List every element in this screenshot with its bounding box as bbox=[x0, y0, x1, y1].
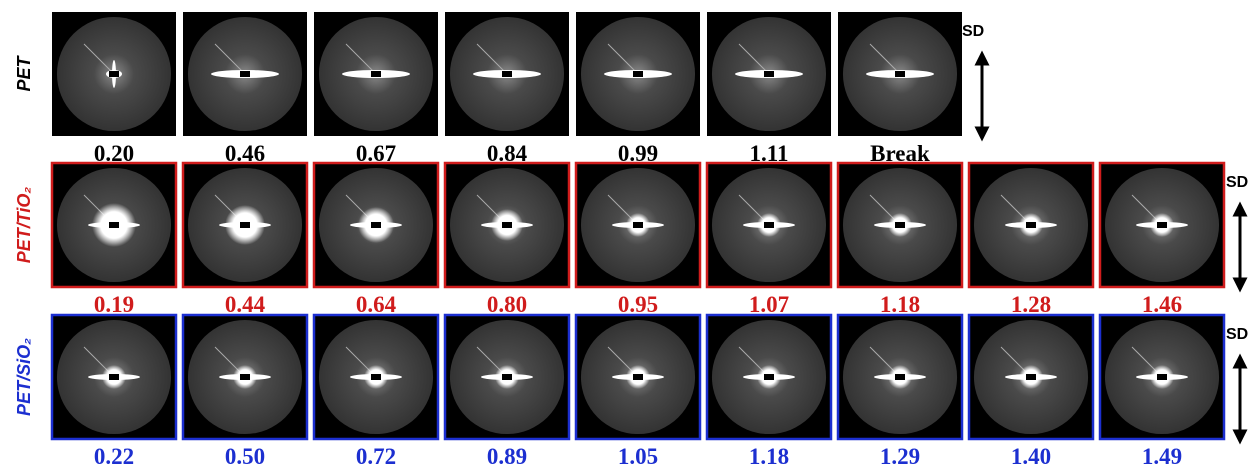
panel-value: 1.28 bbox=[1011, 292, 1051, 317]
panel-value: 0.80 bbox=[487, 292, 527, 317]
pattern-panel bbox=[1100, 163, 1224, 287]
beamstop bbox=[764, 222, 774, 228]
direction-label: SD bbox=[962, 23, 984, 40]
panel-value: 0.72 bbox=[356, 444, 396, 469]
pattern-panel bbox=[445, 315, 569, 439]
panel-value: 1.05 bbox=[618, 444, 658, 469]
pattern-panel bbox=[576, 12, 700, 136]
beamstop bbox=[109, 222, 119, 228]
pattern-panel bbox=[52, 163, 176, 287]
beamstop bbox=[240, 374, 250, 380]
pattern-panel bbox=[969, 315, 1093, 439]
beamstop bbox=[502, 222, 512, 228]
pattern-panel bbox=[838, 315, 962, 439]
beamstop bbox=[371, 71, 381, 77]
pattern-panel bbox=[707, 12, 831, 136]
panel-value: 1.18 bbox=[749, 444, 789, 469]
panel-value: 0.89 bbox=[487, 444, 527, 469]
pattern-panel bbox=[183, 12, 307, 136]
beamstop bbox=[1157, 222, 1167, 228]
panel-value: 1.49 bbox=[1142, 444, 1182, 469]
beamstop bbox=[764, 374, 774, 380]
panel-value: 0.95 bbox=[618, 292, 658, 317]
beamstop bbox=[764, 71, 774, 77]
beamstop bbox=[1026, 374, 1036, 380]
row-label: PET/TiO₂ bbox=[14, 187, 34, 264]
direction-label: SD bbox=[1226, 326, 1248, 343]
beamstop bbox=[633, 222, 643, 228]
panel-value: 1.18 bbox=[880, 292, 920, 317]
pattern-panel bbox=[576, 315, 700, 439]
panel-value: 0.22 bbox=[94, 444, 134, 469]
pattern-panel bbox=[183, 315, 307, 439]
page: {"rows": [ {"label": "PET", "color": "#0… bbox=[0, 0, 1259, 470]
beamstop bbox=[1026, 222, 1036, 228]
panel-value: 1.07 bbox=[749, 292, 789, 317]
panel-value: 0.44 bbox=[225, 292, 266, 317]
pattern-panel bbox=[183, 163, 307, 287]
pattern-panel bbox=[1100, 315, 1224, 439]
beamstop bbox=[895, 71, 905, 77]
panel-value: 0.50 bbox=[225, 444, 265, 469]
row: PET/TiO₂ 0.19 0.44 0.64 0.80 0.95 1.07 1.18 1.28… bbox=[14, 163, 1248, 317]
row: PET/SiO₂ 0.22 0.50 0.72 0.89 1.05 1.18 1.29 1.40… bbox=[14, 315, 1248, 469]
beamstop bbox=[633, 374, 643, 380]
beamstop bbox=[109, 71, 119, 77]
direction-label: SD bbox=[1226, 174, 1248, 191]
panel-value: 1.29 bbox=[880, 444, 920, 469]
panel-value: 0.64 bbox=[356, 292, 397, 317]
panel-value: 0.19 bbox=[94, 292, 134, 317]
beamstop bbox=[895, 374, 905, 380]
beamstop bbox=[240, 222, 250, 228]
pattern-panel bbox=[314, 315, 438, 439]
pattern-panel bbox=[707, 163, 831, 287]
pattern-panel bbox=[838, 163, 962, 287]
pattern-panel bbox=[838, 12, 962, 136]
beamstop bbox=[109, 374, 119, 380]
panel-value: 1.46 bbox=[1142, 292, 1182, 317]
pattern-panel bbox=[314, 163, 438, 287]
beamstop bbox=[240, 71, 250, 77]
beamstop bbox=[371, 222, 381, 228]
panel-value: 1.40 bbox=[1011, 444, 1051, 469]
beamstop bbox=[502, 71, 512, 77]
row-label: PET/SiO₂ bbox=[14, 338, 34, 416]
pattern-panel bbox=[445, 12, 569, 136]
pattern-panel bbox=[52, 315, 176, 439]
pattern-panel bbox=[314, 12, 438, 136]
beamstop bbox=[633, 71, 643, 77]
pattern-panel bbox=[969, 163, 1093, 287]
beamstop bbox=[1157, 374, 1167, 380]
beamstop bbox=[502, 374, 512, 380]
pattern-panel bbox=[707, 315, 831, 439]
figure: PET0.200.460.670.840.991.11BreakSDPET/Ti… bbox=[0, 0, 1259, 470]
beamstop bbox=[371, 374, 381, 380]
row-label: PET bbox=[14, 54, 34, 91]
pattern-panel bbox=[445, 163, 569, 287]
pattern-panel bbox=[576, 163, 700, 287]
pattern-panel bbox=[52, 12, 176, 136]
beamstop bbox=[895, 222, 905, 228]
